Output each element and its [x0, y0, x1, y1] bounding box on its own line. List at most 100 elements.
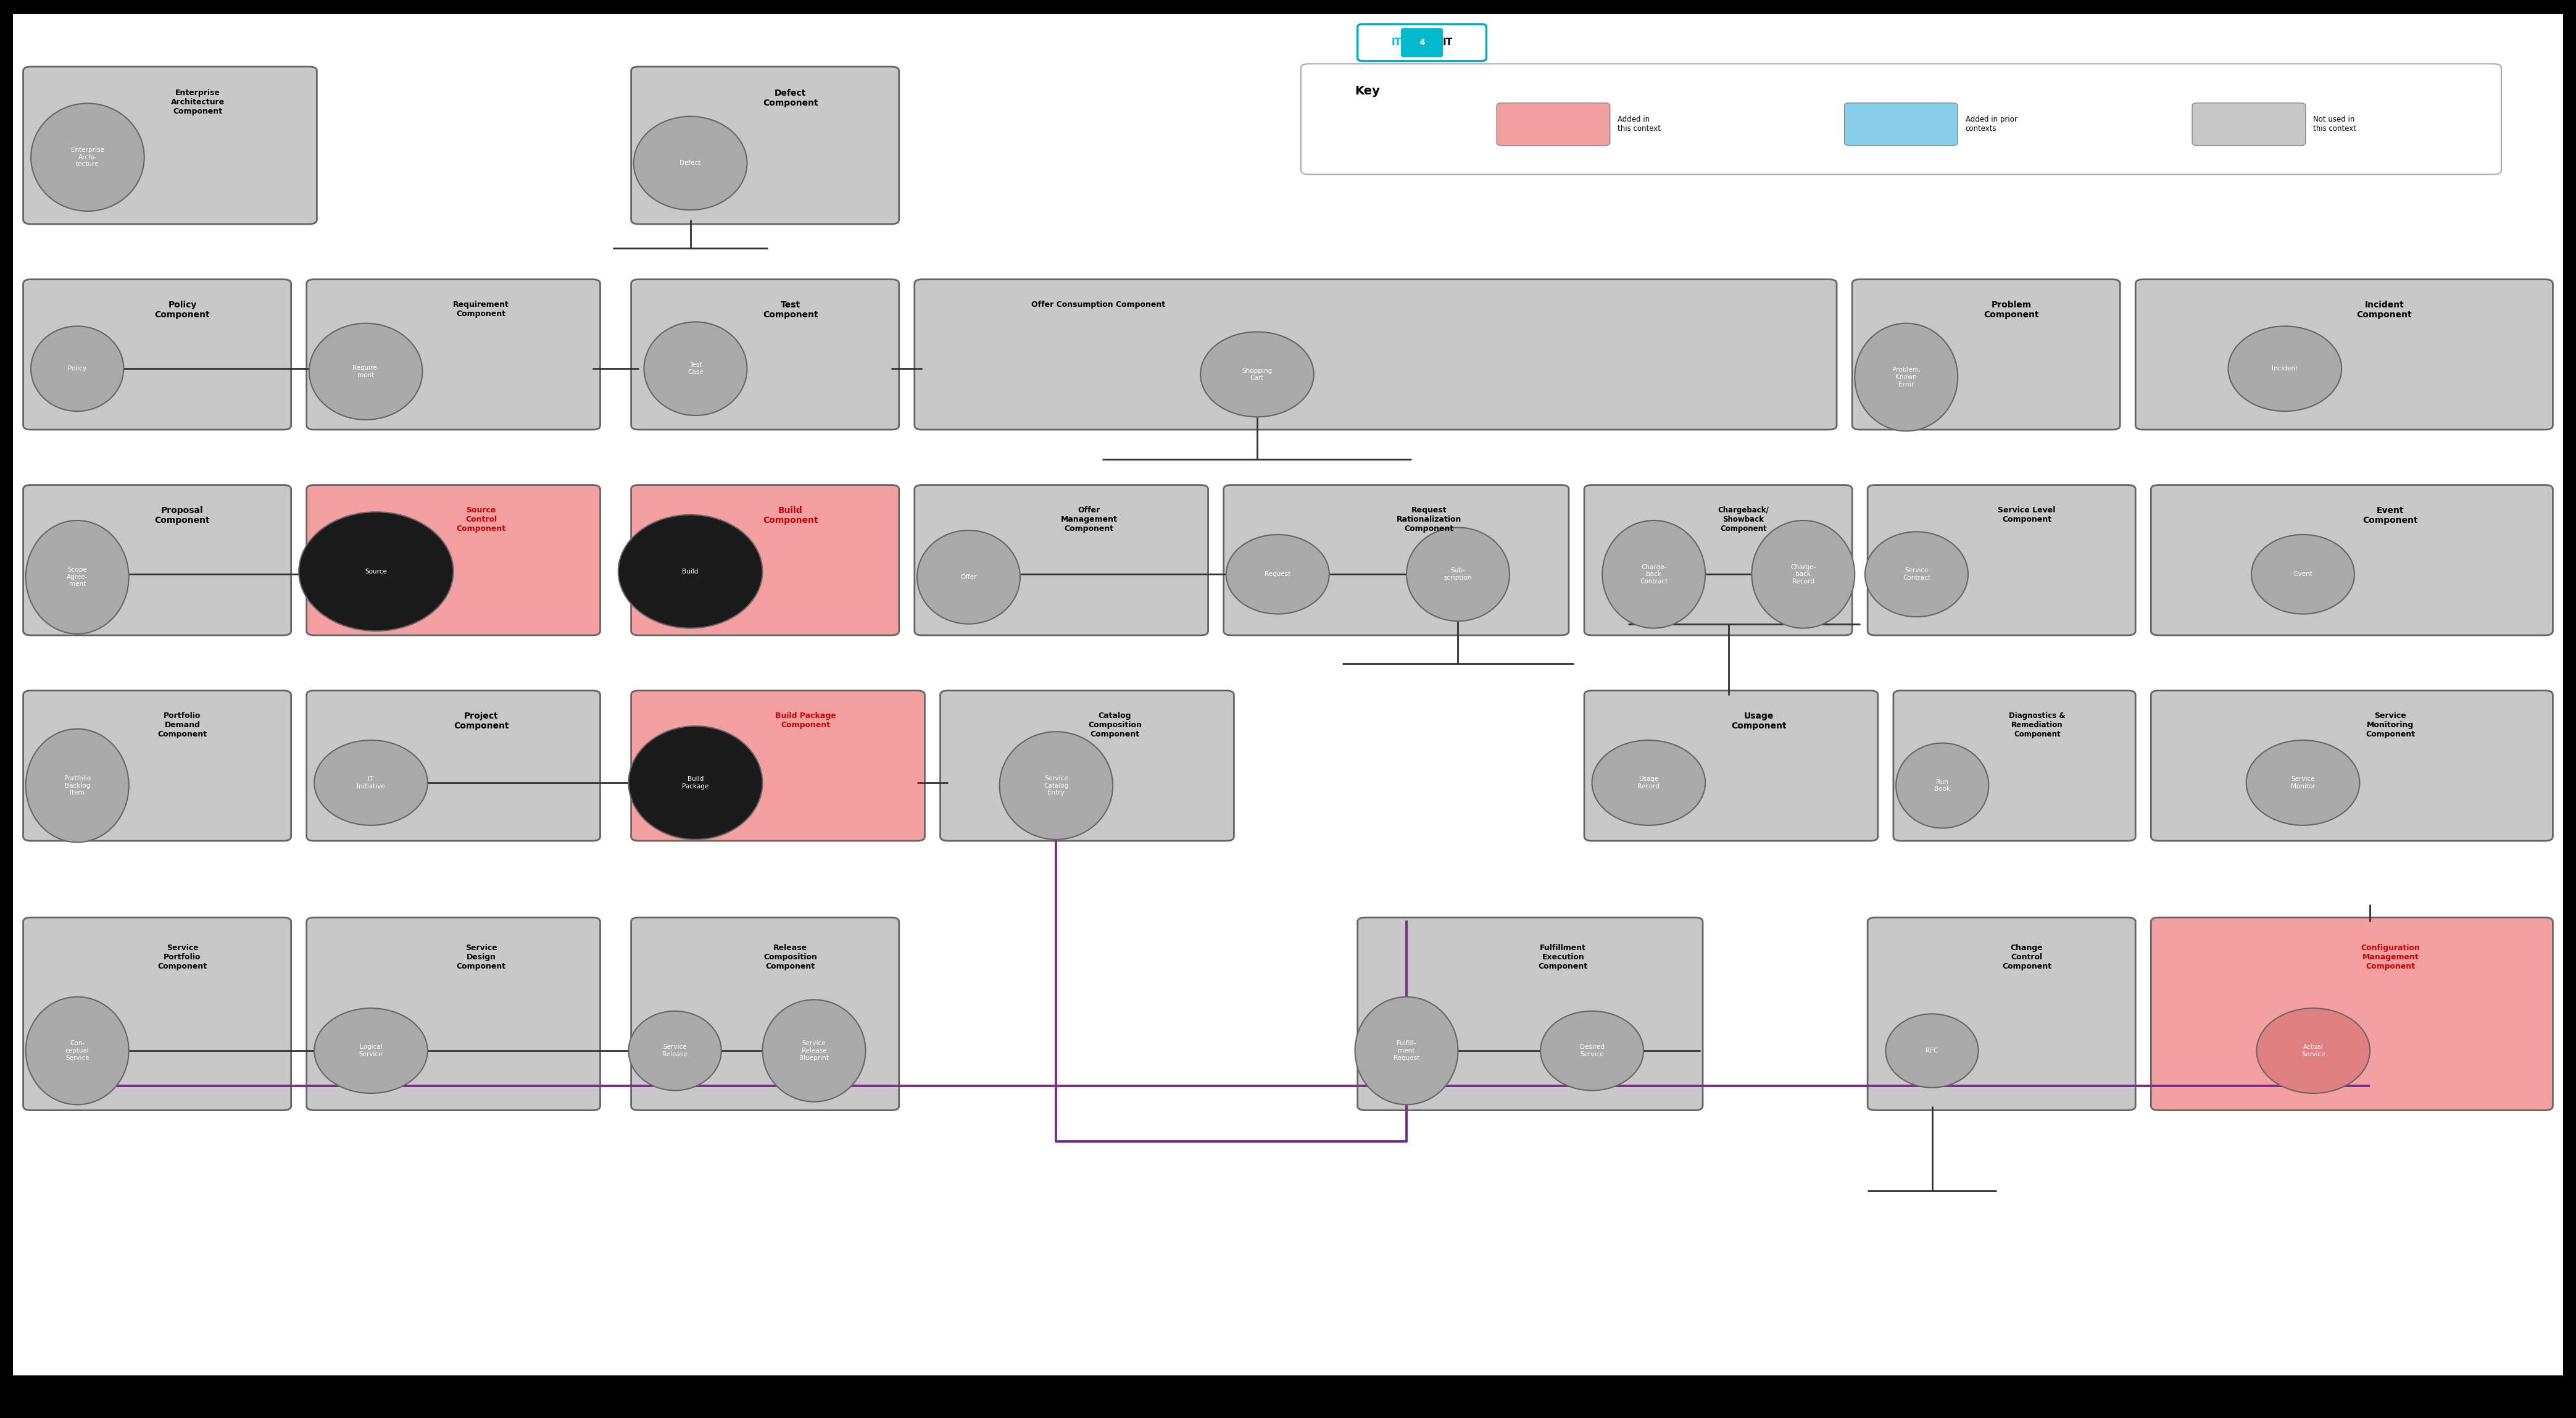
Text: Offer Consumption Component: Offer Consumption Component [1030, 301, 1164, 309]
Text: Service
Monitor: Service Monitor [2290, 776, 2316, 790]
FancyBboxPatch shape [914, 279, 1837, 430]
Ellipse shape [629, 726, 762, 839]
FancyBboxPatch shape [13, 14, 2563, 1375]
Text: Chargeback/
Showback
Component: Chargeback/ Showback Component [1718, 506, 1770, 533]
FancyBboxPatch shape [1301, 64, 2501, 174]
Ellipse shape [1886, 1014, 1978, 1088]
Text: Test
Case: Test Case [688, 362, 703, 376]
FancyBboxPatch shape [1584, 485, 1852, 635]
Text: Added in prior
contexts: Added in prior contexts [1965, 116, 2017, 133]
Text: Build
Package: Build Package [683, 776, 708, 790]
Text: Scope
Agree-
ment: Scope Agree- ment [67, 567, 88, 587]
Text: Defect: Defect [680, 160, 701, 166]
Text: IT
Initiative: IT Initiative [358, 776, 384, 790]
Ellipse shape [31, 104, 144, 211]
FancyBboxPatch shape [307, 279, 600, 430]
Ellipse shape [26, 997, 129, 1105]
Ellipse shape [762, 1000, 866, 1102]
Text: Catalog
Composition
Component: Catalog Composition Component [1087, 712, 1141, 739]
Text: Problem
Component: Problem Component [1984, 301, 2040, 319]
Text: Usage
Component: Usage Component [1731, 712, 1788, 730]
FancyBboxPatch shape [631, 279, 899, 430]
Text: Fulfillment
Execution
Component: Fulfillment Execution Component [1538, 944, 1587, 970]
Text: Charge-
back
Record: Charge- back Record [1790, 564, 1816, 584]
Text: Sub-
scription: Sub- scription [1445, 567, 1471, 581]
Text: Offer: Offer [961, 574, 976, 580]
Ellipse shape [1406, 527, 1510, 621]
Text: Request
Rationalization
Component: Request Rationalization Component [1396, 506, 1461, 533]
FancyBboxPatch shape [631, 917, 899, 1110]
Text: Added in
this context: Added in this context [1618, 116, 1662, 133]
Ellipse shape [618, 515, 762, 628]
FancyBboxPatch shape [1868, 917, 2136, 1110]
Text: IT: IT [1443, 38, 1453, 47]
Text: Require-
ment: Require- ment [353, 364, 379, 379]
Ellipse shape [26, 729, 129, 842]
Text: Policy: Policy [67, 366, 88, 372]
FancyBboxPatch shape [23, 691, 291, 841]
Text: Event
Component: Event Component [2362, 506, 2419, 525]
FancyBboxPatch shape [1358, 917, 1703, 1110]
Ellipse shape [1592, 740, 1705, 825]
Text: Portfolio
Demand
Component: Portfolio Demand Component [157, 712, 206, 739]
Ellipse shape [2257, 1008, 2370, 1093]
Text: Build
Component: Build Component [762, 506, 819, 525]
Ellipse shape [2246, 740, 2360, 825]
FancyBboxPatch shape [1868, 485, 2136, 635]
Text: Service
Monitoring
Component: Service Monitoring Component [2365, 712, 2416, 739]
Ellipse shape [309, 323, 422, 420]
FancyBboxPatch shape [23, 279, 291, 430]
Ellipse shape [1602, 520, 1705, 628]
Text: Incident: Incident [2272, 366, 2298, 372]
Ellipse shape [1865, 532, 1968, 617]
FancyBboxPatch shape [307, 485, 600, 635]
Text: Actual
Service: Actual Service [2300, 1044, 2326, 1058]
FancyBboxPatch shape [307, 917, 600, 1110]
Text: Proposal
Component: Proposal Component [155, 506, 211, 525]
Ellipse shape [314, 1008, 428, 1093]
Ellipse shape [1355, 997, 1458, 1105]
Ellipse shape [314, 740, 428, 825]
Text: Enterprise
Architecture
Component: Enterprise Architecture Component [170, 89, 224, 115]
Text: Service
Portfolio
Component: Service Portfolio Component [157, 944, 206, 970]
Text: Requirement
Component: Requirement Component [453, 301, 510, 318]
FancyBboxPatch shape [1358, 24, 1486, 61]
FancyBboxPatch shape [1893, 691, 2136, 841]
FancyBboxPatch shape [1401, 28, 1443, 57]
FancyBboxPatch shape [940, 691, 1234, 841]
Text: Test
Component: Test Component [762, 301, 819, 319]
FancyBboxPatch shape [1844, 104, 1958, 146]
Text: Release
Composition
Component: Release Composition Component [762, 944, 817, 970]
Text: Service
Contract: Service Contract [1904, 567, 1929, 581]
Text: Desired
Service: Desired Service [1579, 1044, 1605, 1058]
Ellipse shape [917, 530, 1020, 624]
Text: Run
Book: Run Book [1935, 778, 1950, 793]
Text: Request: Request [1265, 571, 1291, 577]
Text: Service
Design
Component: Service Design Component [456, 944, 505, 970]
Ellipse shape [634, 116, 747, 210]
Text: Logical
Service: Logical Service [358, 1044, 384, 1058]
Text: Charge-
back
Contract: Charge- back Contract [1641, 564, 1667, 584]
FancyBboxPatch shape [1852, 279, 2120, 430]
Text: 4: 4 [1419, 38, 1425, 47]
Ellipse shape [1855, 323, 1958, 431]
Text: Build: Build [683, 569, 698, 574]
Text: Project
Component: Project Component [453, 712, 510, 730]
Text: Offer
Management
Component: Offer Management Component [1061, 506, 1118, 533]
FancyBboxPatch shape [2192, 104, 2306, 146]
Ellipse shape [2251, 535, 2354, 614]
Text: Diagnostics &
Remediation
Component: Diagnostics & Remediation Component [2009, 712, 2066, 739]
Text: Con-
ceptual
Service: Con- ceptual Service [64, 1041, 90, 1061]
FancyBboxPatch shape [23, 917, 291, 1110]
FancyBboxPatch shape [1584, 691, 1878, 841]
Text: Source: Source [366, 569, 386, 574]
Ellipse shape [644, 322, 747, 415]
Text: Fulfill-
ment
Request: Fulfill- ment Request [1394, 1041, 1419, 1061]
Ellipse shape [1540, 1011, 1643, 1090]
Text: Defect
Component: Defect Component [762, 89, 819, 108]
Ellipse shape [299, 512, 453, 631]
Ellipse shape [1752, 520, 1855, 628]
Text: Source
Control
Component: Source Control Component [456, 506, 505, 533]
Text: Not used in
this context: Not used in this context [2313, 116, 2357, 133]
Text: Service
Release: Service Release [662, 1044, 688, 1058]
